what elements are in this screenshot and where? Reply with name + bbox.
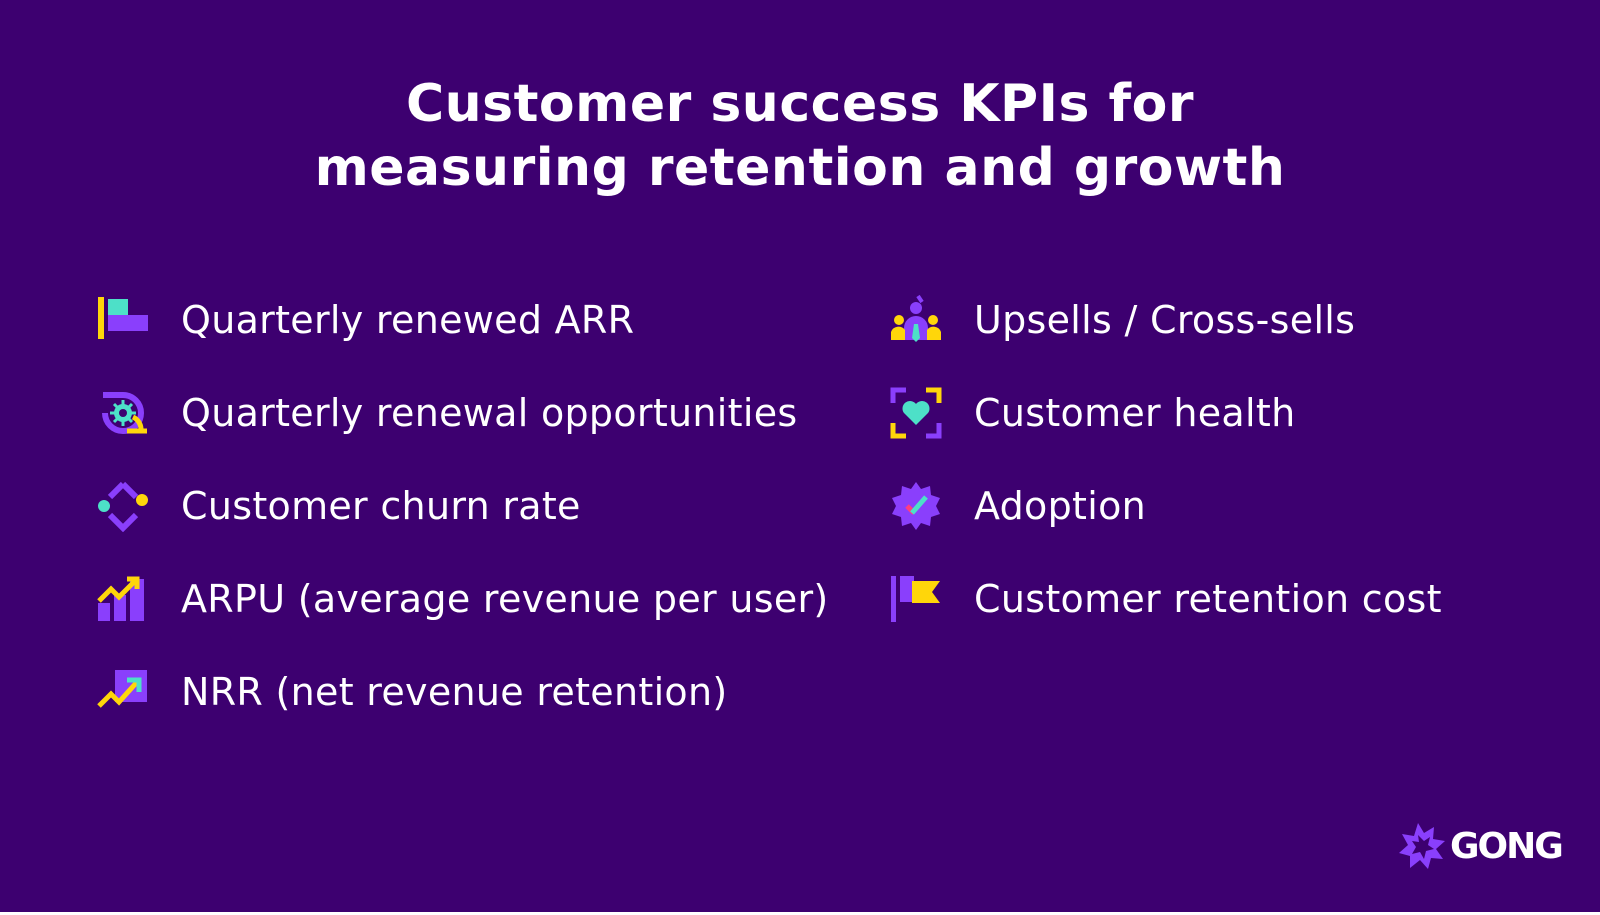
- kpi-item-upsells-cross-sells: Upsells / Cross-sells: [890, 290, 1355, 350]
- check-badge-icon: [890, 480, 942, 532]
- kpi-item-quarterly-renewal-opportunities: Quarterly renewal opportunities: [97, 383, 797, 443]
- kpi-label: Adoption: [974, 484, 1147, 528]
- gong-logo: GONG: [1398, 818, 1564, 874]
- people-group-icon: [890, 294, 942, 346]
- kpi-label: Customer churn rate: [181, 484, 581, 528]
- bar-trend-up-icon: [97, 573, 149, 625]
- kpi-label: Quarterly renewal opportunities: [181, 391, 798, 435]
- kpi-label: Upsells / Cross-sells: [974, 298, 1356, 342]
- kpi-label: NRR (net revenue retention): [181, 670, 728, 714]
- bar-chart-flag-icon: [97, 294, 149, 346]
- kpi-item-nrr: NRR (net revenue retention): [97, 662, 727, 722]
- bottom-edge-strip: [0, 912, 1600, 915]
- kpi-label: Customer retention cost: [974, 577, 1442, 621]
- kpi-item-adoption: Adoption: [890, 476, 1146, 536]
- title-line-1: Customer success KPIs for: [405, 74, 1195, 134]
- trend-arrow-up-icon: [97, 666, 149, 718]
- kpi-item-customer-retention-cost: Customer retention cost: [890, 569, 1442, 629]
- kpi-item-customer-health: Customer health: [890, 383, 1295, 443]
- diamond-dots-icon: [97, 480, 149, 532]
- kpi-item-arpu: ARPU (average revenue per user): [97, 569, 829, 629]
- gear-refresh-icon: [97, 387, 149, 439]
- gong-burst-icon: [1399, 823, 1445, 869]
- title-line-2: measuring retention and growth: [314, 138, 1286, 198]
- gong-wordmark: GONG: [1450, 825, 1564, 867]
- slide-title: Customer success KPIs for measuring rete…: [0, 72, 1600, 200]
- kpi-label: Quarterly renewed ARR: [181, 298, 635, 342]
- kpi-label: ARPU (average revenue per user): [181, 577, 829, 621]
- flag-icon: [890, 573, 942, 625]
- kpi-item-customer-churn-rate: Customer churn rate: [97, 476, 581, 536]
- heart-focus-icon: [890, 387, 942, 439]
- kpi-item-quarterly-renewed-arr: Quarterly renewed ARR: [97, 290, 634, 350]
- kpi-label: Customer health: [974, 391, 1296, 435]
